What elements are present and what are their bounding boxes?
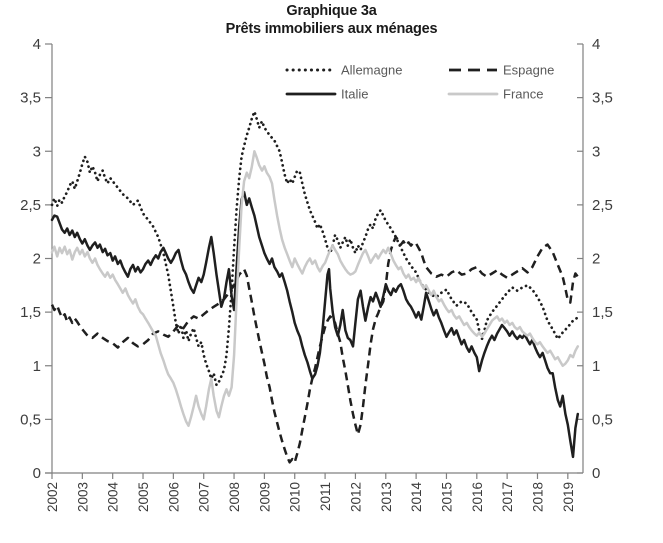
x-tick-label: 2015 xyxy=(439,482,454,512)
legend-label-espagne: Espagne xyxy=(503,63,554,78)
x-tick-label: 2010 xyxy=(288,482,303,512)
x-tick-label: 2018 xyxy=(530,482,545,512)
y-tick-label-right: 2 xyxy=(592,251,600,268)
x-tick-label: 2006 xyxy=(166,482,181,512)
series-line-france xyxy=(50,150,580,428)
legend-label-france: France xyxy=(503,87,543,102)
y-tick-label-right: 1 xyxy=(592,358,600,375)
y-tick-label-right: 0 xyxy=(592,465,600,482)
x-tick-label: 2012 xyxy=(348,482,363,512)
y-tick-label-left: 1,5 xyxy=(20,304,41,321)
y-tick-label-left: 1 xyxy=(33,358,41,375)
x-tick-label: 2009 xyxy=(257,482,272,512)
x-tick-label: 2007 xyxy=(197,482,212,512)
y-tick-label-right: 2,5 xyxy=(592,197,613,214)
x-tick-label: 2002 xyxy=(45,482,60,512)
y-tick-label-left: 0,5 xyxy=(20,411,41,428)
y-tick-label-right: 3 xyxy=(592,143,600,160)
x-tick-label: 2017 xyxy=(500,482,515,512)
x-tick-label: 2013 xyxy=(379,482,394,512)
legend-label-allemagne: Allemagne xyxy=(341,63,402,78)
x-tick-label: 2003 xyxy=(75,482,90,512)
y-tick-label-left: 4 xyxy=(33,36,41,53)
x-tick-label: 2011 xyxy=(318,482,333,511)
x-tick-label: 2005 xyxy=(136,482,151,512)
x-tick-label: 2008 xyxy=(227,482,242,512)
legend-label-italie: Italie xyxy=(341,87,368,102)
x-tick-label: 2014 xyxy=(409,482,424,513)
chart-title: Graphique 3a xyxy=(286,3,377,19)
y-tick-label-left: 2 xyxy=(33,251,41,268)
y-tick-label-left: 0 xyxy=(33,465,41,482)
series-line-italie xyxy=(50,190,580,459)
chart-title-block: Graphique 3a Prêts immobiliers aux ménag… xyxy=(0,2,663,38)
chart-subtitle: Prêts immobiliers aux ménages xyxy=(225,21,438,37)
x-tick-label: 2016 xyxy=(470,482,485,512)
y-tick-label-left: 3 xyxy=(33,143,41,160)
series-line-allemagne xyxy=(50,110,580,387)
y-tick-label-right: 3,5 xyxy=(592,90,613,107)
y-tick-label-right: 1,5 xyxy=(592,304,613,321)
x-tick-label: 2004 xyxy=(106,482,121,513)
y-tick-label-left: 3,5 xyxy=(20,90,41,107)
y-tick-label-right: 4 xyxy=(592,36,600,53)
y-tick-label-left: 2,5 xyxy=(20,197,41,214)
y-tick-label-right: 0,5 xyxy=(592,411,613,428)
x-tick-label: 2019 xyxy=(561,482,576,512)
